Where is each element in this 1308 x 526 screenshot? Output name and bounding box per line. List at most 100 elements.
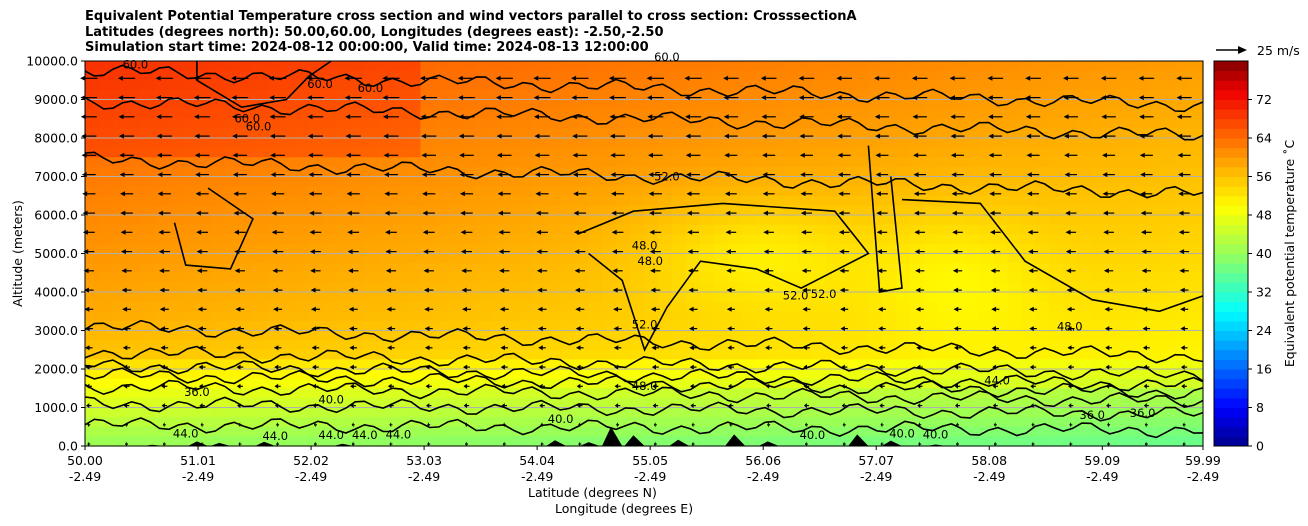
field-cell	[881, 272, 897, 283]
field-cell	[532, 157, 547, 168]
field-cell	[85, 205, 100, 216]
field-cell	[1161, 417, 1176, 428]
wind-arrow-head	[951, 191, 957, 197]
field-cell	[644, 311, 659, 322]
field-cell	[224, 397, 240, 409]
field-cell	[1119, 224, 1134, 235]
field-cell	[140, 243, 156, 255]
field-cell	[560, 253, 575, 264]
wind-arrow-head	[123, 403, 128, 409]
field-cell	[560, 349, 575, 360]
field-cell	[392, 340, 408, 351]
wind-arrow-head	[236, 383, 241, 389]
field-cell	[727, 195, 743, 206]
wind-arrow-head	[269, 95, 275, 101]
field-cell	[266, 70, 282, 81]
field-cell	[238, 369, 254, 380]
field-cell	[769, 157, 785, 168]
field-cell	[811, 215, 827, 226]
field-cell	[797, 195, 813, 206]
field-cell	[154, 138, 170, 149]
field-cell	[1119, 215, 1134, 226]
field-cell	[1077, 195, 1092, 206]
field-cell	[448, 147, 463, 158]
wind-arrow-head	[572, 152, 578, 158]
field-cell	[350, 128, 366, 139]
field-cell	[797, 243, 813, 255]
field-cell	[1063, 436, 1078, 447]
field-cell	[140, 369, 156, 380]
field-cell	[140, 417, 156, 428]
field-cell	[965, 349, 980, 360]
field-cell	[755, 186, 771, 197]
field-cell	[476, 195, 491, 206]
field-cell	[448, 118, 463, 129]
field-cell	[518, 243, 533, 255]
field-cell	[783, 282, 799, 293]
colorbar-segment	[1214, 243, 1248, 255]
field-cell	[406, 369, 421, 380]
field-cell	[350, 378, 366, 389]
field-cell	[182, 426, 198, 437]
field-cell	[867, 157, 883, 168]
field-cell	[867, 243, 883, 255]
wind-arrow-head	[576, 364, 581, 370]
field-cell	[1007, 436, 1022, 447]
field-cell	[588, 388, 603, 399]
field-cell	[993, 282, 1008, 293]
field-cell	[825, 80, 841, 91]
field-cell	[867, 340, 883, 351]
wind-arrow-head	[345, 114, 351, 120]
wind-arrow-head	[614, 383, 619, 389]
field-cell	[881, 301, 897, 312]
field-cell	[616, 340, 631, 351]
field-cell	[755, 109, 771, 120]
field-cell	[811, 272, 827, 283]
field-cell	[448, 340, 463, 351]
field-cell	[699, 349, 715, 360]
field-cell	[434, 282, 449, 293]
field-cell	[867, 378, 883, 389]
field-cell	[797, 89, 813, 101]
field-cell	[588, 157, 603, 168]
field-cell	[196, 253, 212, 264]
field-cell	[783, 349, 799, 360]
field-cell	[727, 407, 743, 418]
field-cell	[504, 378, 519, 389]
field-cell	[1119, 147, 1134, 158]
wind-arrow-head	[729, 441, 732, 447]
field-cell	[951, 272, 967, 283]
field-cell	[560, 272, 575, 283]
field-cell	[462, 282, 477, 293]
field-cell	[350, 224, 366, 235]
field-cell	[951, 282, 967, 293]
x-tick-label-lon: -2.49	[860, 469, 892, 484]
wind-arrow-head	[156, 133, 162, 139]
field-cell	[657, 128, 673, 139]
field-cell	[434, 128, 449, 139]
field-cell	[1049, 166, 1064, 178]
field-cell	[182, 253, 198, 264]
field-cell	[1007, 166, 1022, 178]
field-cell	[602, 359, 617, 370]
wind-arrow-head	[762, 172, 768, 178]
field-cell	[308, 426, 324, 437]
field-cell	[126, 320, 142, 332]
field-cell	[1189, 292, 1204, 303]
field-cell	[238, 157, 254, 168]
field-cell	[769, 215, 785, 226]
wind-arrow-head	[1103, 249, 1109, 255]
field-cell	[602, 397, 617, 409]
y-tick-label: 1000.0	[34, 400, 78, 415]
field-cell	[238, 378, 254, 389]
field-cell	[1063, 99, 1078, 110]
colorbar-segment	[1214, 205, 1248, 216]
wind-arrow-head	[917, 403, 921, 409]
field-cell	[839, 330, 855, 341]
field-cell	[518, 138, 533, 149]
field-cell	[560, 147, 575, 158]
field-cell	[1035, 99, 1050, 110]
field-cell	[252, 224, 268, 235]
wind-arrow-head	[803, 383, 807, 389]
wind-arrow-head	[1063, 133, 1069, 139]
